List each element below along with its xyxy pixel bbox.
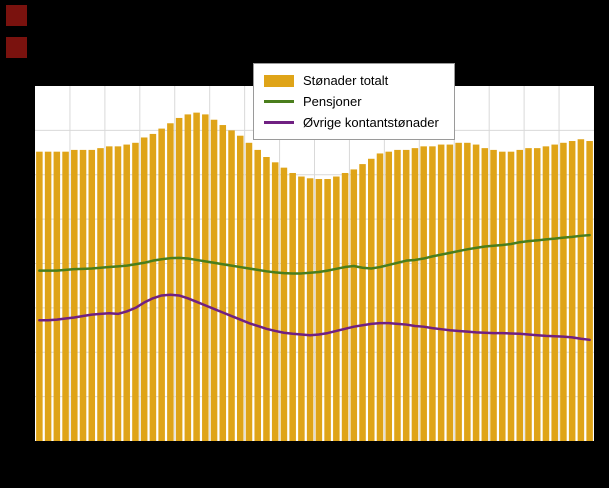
decoration-square-top	[6, 5, 27, 26]
plot-area	[35, 86, 594, 441]
chart-svg	[35, 86, 594, 441]
green-line-swatch-icon	[264, 100, 294, 103]
legend-label-other-benefits: Øvrige kontantstønader	[303, 115, 439, 130]
legend-item-pensions: Pensjoner	[264, 91, 444, 112]
decoration-square-bottom	[6, 37, 27, 58]
legend-label-pensions: Pensjoner	[303, 94, 362, 109]
legend-item-other-benefits: Øvrige kontantstønader	[264, 112, 444, 133]
purple-line-swatch-icon	[264, 121, 294, 124]
bar-swatch-icon	[264, 74, 294, 87]
legend: Stønader totalt Pensjoner Øvrige kontant…	[253, 63, 455, 140]
legend-item-total: Stønader totalt	[264, 70, 444, 91]
legend-label-total: Stønader totalt	[303, 73, 389, 88]
